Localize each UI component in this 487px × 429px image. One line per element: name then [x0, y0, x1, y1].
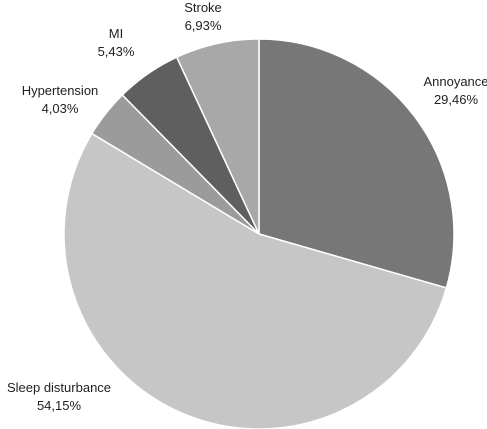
pie-slice-stroke: [175, 38, 260, 235]
pie-label-mi: MI 5,43%: [98, 26, 135, 59]
pie-slices: [63, 38, 455, 429]
pie-label-name: Stroke: [184, 0, 222, 15]
pie-slice-sleep-disturbance: [63, 132, 448, 429]
pie-label-annoyance: Annoyance 29,46%: [423, 74, 487, 107]
pie-label-value: 54,15%: [37, 398, 82, 413]
pie-label-value: 5,43%: [98, 44, 135, 59]
pie-label-name: Hypertension: [22, 83, 99, 98]
pie-labels: Annoyance 29,46% Sleep disturbance 54,15% Hy…: [7, 0, 487, 413]
pie-label-sleep-disturbance: Sleep disturbance 54,15%: [7, 380, 111, 413]
pie-label-hypertension: Hypertension 4,03%: [22, 83, 99, 116]
pie-slice-annoyance: [258, 38, 455, 289]
pie-label-value: 6,93%: [185, 18, 222, 33]
pie-label-name: MI: [109, 26, 123, 41]
pie-label-name: Sleep disturbance: [7, 380, 111, 395]
pie-label-value: 4,03%: [42, 101, 79, 116]
pie-label-stroke: Stroke 6,93%: [184, 0, 222, 33]
pie-label-name: Annoyance: [423, 74, 487, 89]
pie-label-value: 29,46%: [434, 92, 479, 107]
